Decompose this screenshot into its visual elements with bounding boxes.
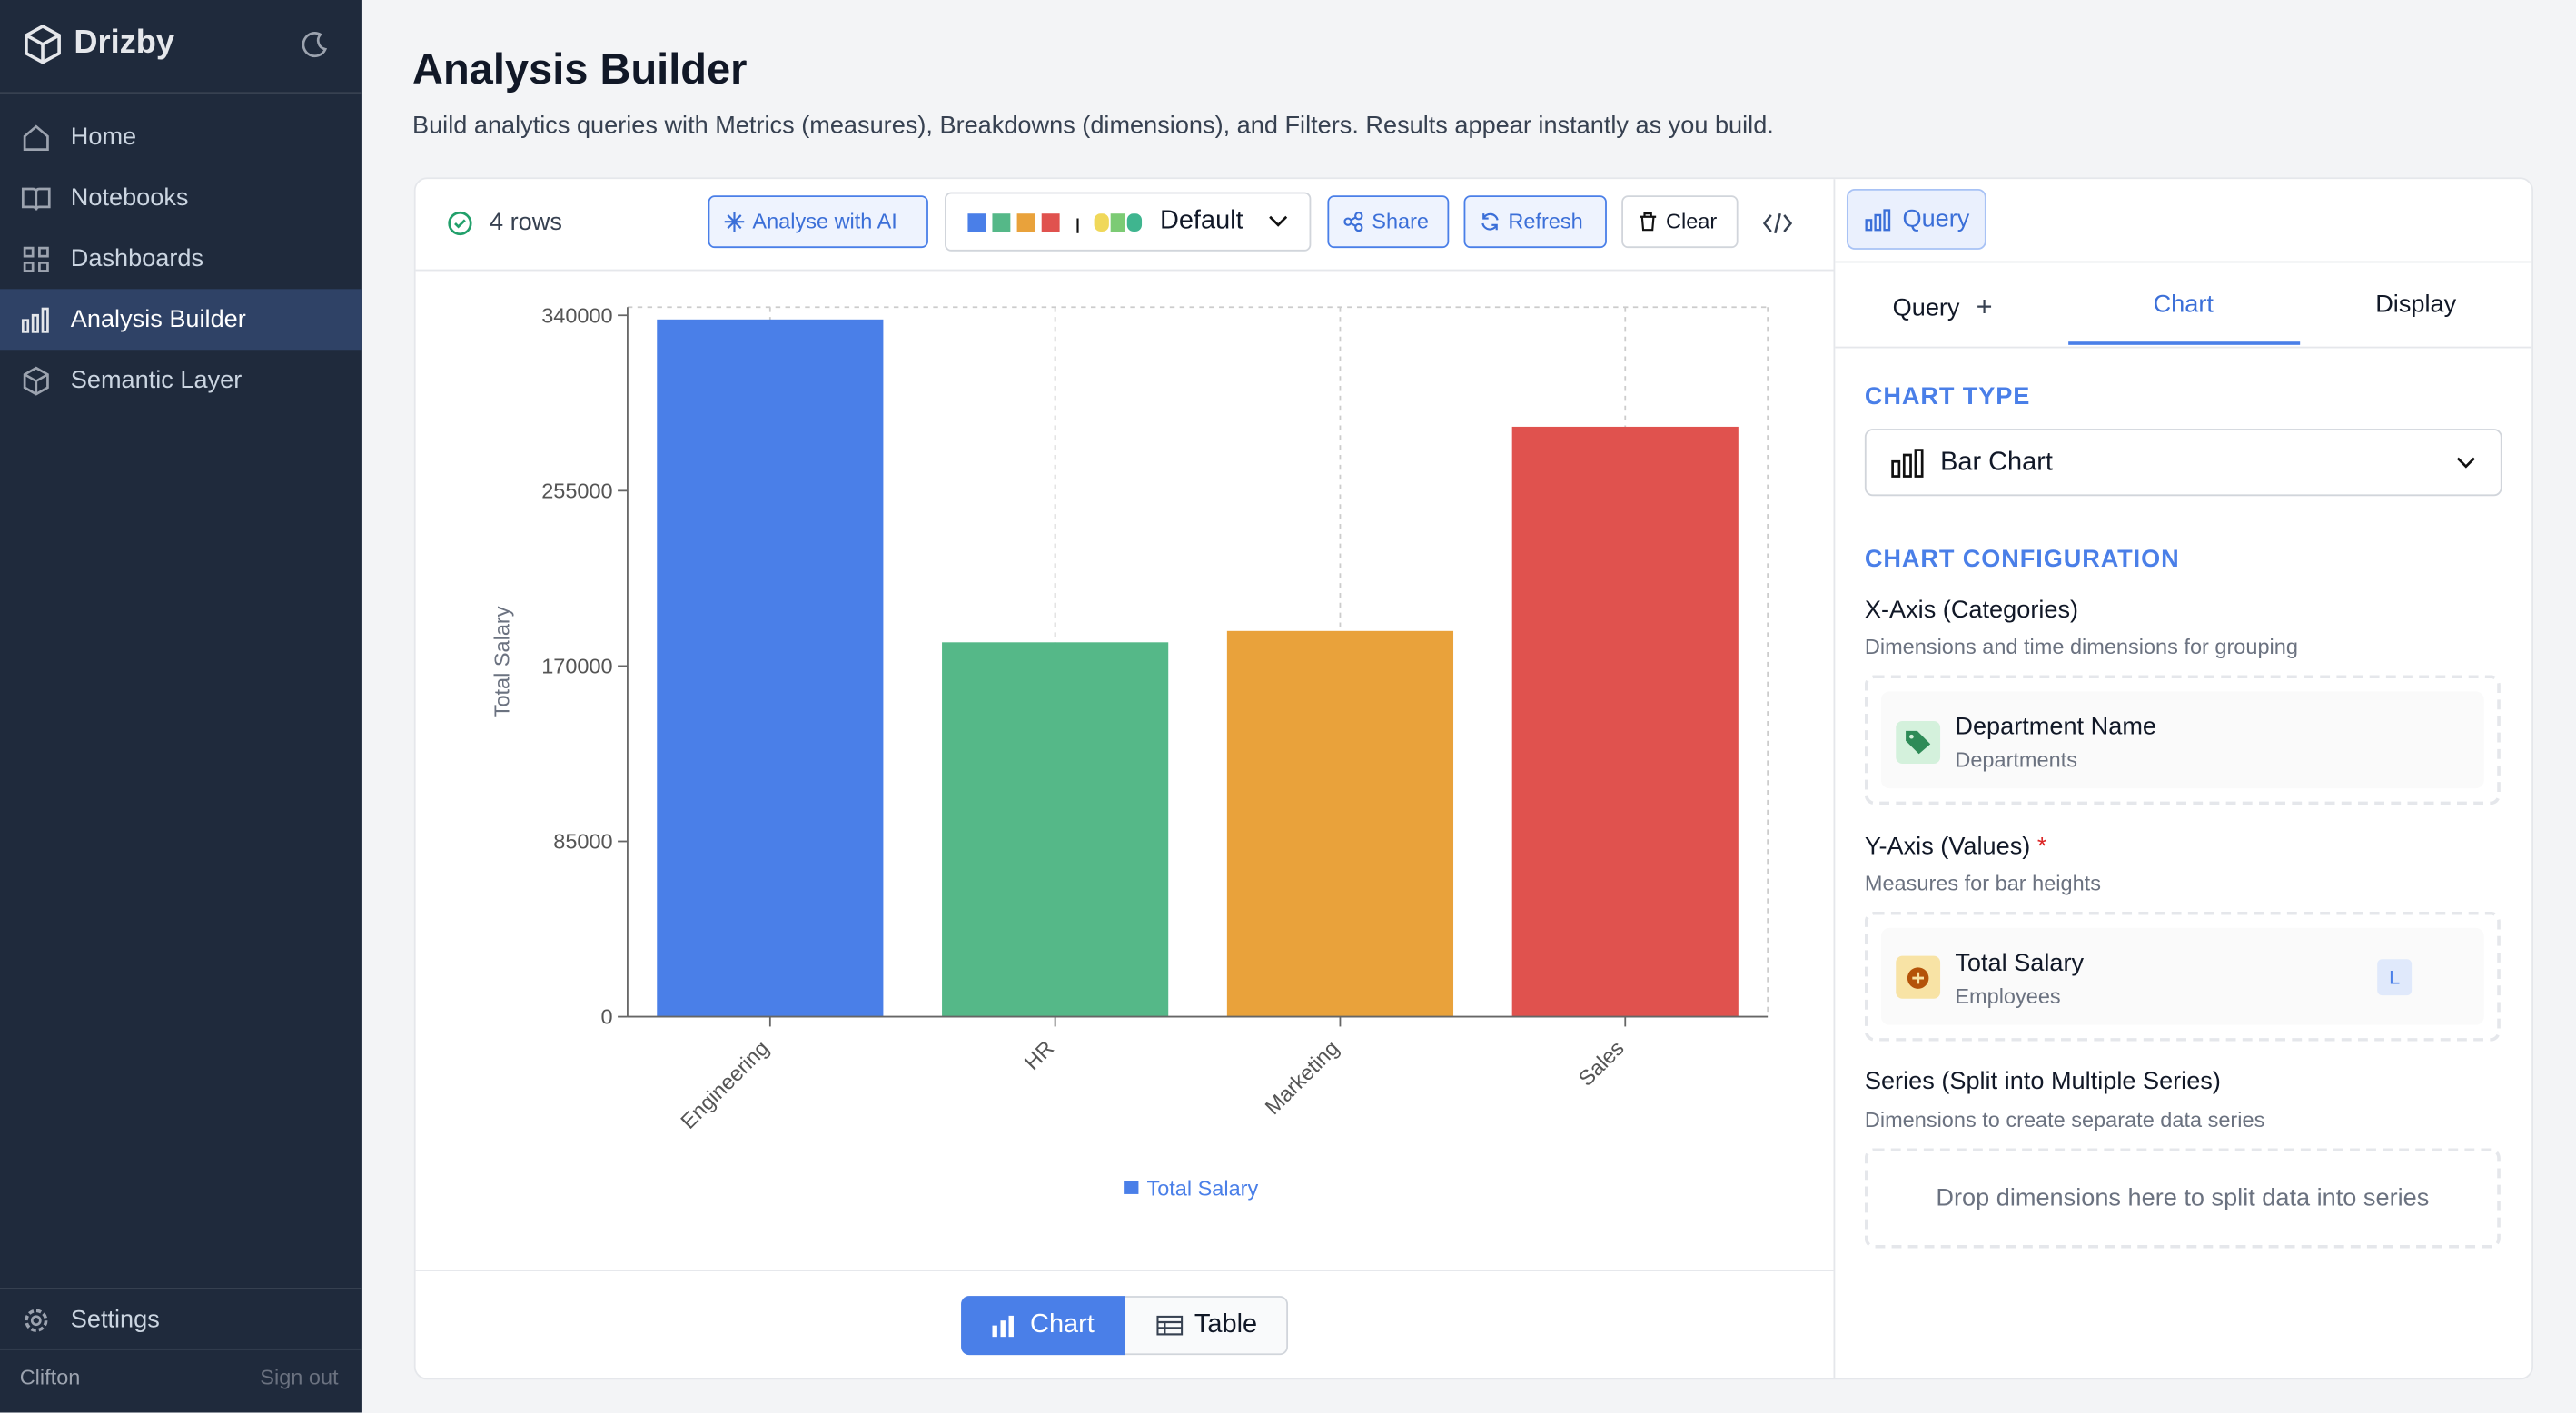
nav-item[interactable]: Dashboards xyxy=(0,228,362,289)
bar xyxy=(1511,426,1739,1017)
section-heading: CHART TYPE xyxy=(1864,382,2031,411)
nav-label: Analysis Builder xyxy=(70,305,246,334)
nav-label: Home xyxy=(70,123,137,152)
page-title: Analysis Builder xyxy=(411,44,748,94)
chart-view-button[interactable]: Chart xyxy=(961,1296,1125,1356)
table-view-button[interactable]: Table xyxy=(1127,1296,1288,1355)
required-mark: * xyxy=(2036,833,2047,861)
legend-swatch xyxy=(1124,1181,1139,1194)
tab-label: Query xyxy=(1902,205,1970,233)
status-icon xyxy=(448,211,472,236)
y-tick-label: 0 xyxy=(601,1005,613,1029)
row-count: 4 rows xyxy=(489,208,562,237)
field-hint: Measures for bar heights xyxy=(1864,870,2101,895)
theme-toggle[interactable] xyxy=(299,30,329,60)
settings[interactable]: Settings xyxy=(0,1289,362,1350)
button-label: Refresh xyxy=(1508,208,1583,233)
field-title: X-Axis (Categories) xyxy=(1864,596,2079,625)
palette-select[interactable]: Default xyxy=(945,192,1312,252)
page-subtitle: Build analytics queries with Metrics (me… xyxy=(411,111,1774,140)
sidebar: Drizby Home Notebooks Dashboards Analysi… xyxy=(0,0,362,1413)
brand: Drizby xyxy=(74,25,174,61)
x-tick-label: Engineering xyxy=(676,1036,773,1133)
nav-label: Semantic Layer xyxy=(70,366,243,395)
sign-out[interactable]: Sign out xyxy=(260,1365,339,1390)
field-icon xyxy=(1896,955,1941,999)
nav-item[interactable]: Notebooks xyxy=(0,167,362,228)
tab-label: Query xyxy=(1892,293,1960,322)
x-tick-label: Sales xyxy=(1574,1036,1629,1091)
panel-tab[interactable]: Display xyxy=(2375,291,2457,319)
button-label: Share xyxy=(1372,208,1430,233)
divider xyxy=(0,1348,362,1350)
divider xyxy=(0,1288,362,1289)
y-tick-label: 85000 xyxy=(553,830,612,854)
field-title: Y-Axis (Values) * xyxy=(1865,833,2047,861)
x-axis-drop[interactable] xyxy=(1864,675,2501,805)
bar xyxy=(1226,630,1454,1017)
bar xyxy=(657,319,884,1017)
divider xyxy=(415,1270,1834,1271)
field-chip[interactable] xyxy=(1880,691,2484,789)
select-value: Bar Chart xyxy=(1940,448,2053,477)
chart-type-select[interactable]: Bar Chart xyxy=(1864,429,2502,497)
panel-tab[interactable]: Query + xyxy=(1892,291,1993,322)
nav-item[interactable]: Home xyxy=(0,107,362,168)
axis-badge[interactable]: L xyxy=(2377,959,2413,996)
field-title: Series (Split into Multiple Series) xyxy=(1864,1067,2221,1096)
y-axis-drop[interactable] xyxy=(1864,911,2501,1042)
field-icon xyxy=(1896,721,1941,765)
x-tick-label: Marketing xyxy=(1261,1036,1343,1119)
nav-item[interactable]: Semantic Layer xyxy=(0,350,362,410)
series-drop[interactable]: Drop dimensions here to split data into … xyxy=(1864,1148,2501,1249)
x-tick-label: HR xyxy=(1020,1036,1058,1074)
query-tab[interactable]: Query xyxy=(1846,189,1986,250)
legend-label: Total Salary xyxy=(1146,1177,1258,1201)
y-tick-label: 170000 xyxy=(541,655,612,678)
field-source: Departments xyxy=(1955,746,2077,773)
nav-label: Notebooks xyxy=(70,183,189,212)
y-tick-label: 255000 xyxy=(541,479,612,502)
user-name: Clifton xyxy=(19,1365,81,1390)
field-name: Department Name xyxy=(1955,712,2157,741)
y-tick-label: 340000 xyxy=(541,303,612,327)
nav-item[interactable]: Analysis Builder xyxy=(0,289,362,351)
field-hint: Dimensions to create separate data serie… xyxy=(1864,1107,2265,1132)
button-label: Table xyxy=(1194,1310,1258,1339)
chart: Total Salary 0 85000 170000 255000 340000 Eng… xyxy=(490,303,1769,1201)
refresh-button[interactable]: Refresh xyxy=(1463,195,1607,249)
button-label: Clear xyxy=(1666,208,1718,233)
divider xyxy=(415,269,1834,272)
divider xyxy=(1835,261,2532,263)
logo xyxy=(25,24,61,64)
field-hint: Dimensions and time dimensions for group… xyxy=(1864,634,2298,659)
field-name: Total Salary xyxy=(1955,949,2085,978)
settings-label: Settings xyxy=(70,1305,160,1334)
field-source: Employees xyxy=(1955,983,2061,1009)
code-button[interactable] xyxy=(1762,211,1793,237)
divider xyxy=(0,92,362,94)
y-axis-title: Total Salary xyxy=(490,606,514,717)
section-heading: CHART CONFIGURATION xyxy=(1864,545,2180,574)
analyse-button[interactable]: Analyse with AI xyxy=(708,195,928,249)
share-button[interactable]: Share xyxy=(1327,195,1450,249)
nav-label: Dashboards xyxy=(70,244,204,273)
button-label: Default xyxy=(1159,206,1243,235)
field-title-text: Y-Axis (Values) xyxy=(1864,833,2031,861)
button-label: Analyse with AI xyxy=(752,208,897,233)
button-label: Chart xyxy=(1030,1310,1095,1339)
divider xyxy=(1835,346,2532,349)
active-tab-indicator xyxy=(2068,341,2301,345)
panel-tab[interactable]: Chart xyxy=(2153,291,2214,319)
clear-button[interactable]: Clear xyxy=(1621,195,1739,249)
divider xyxy=(1833,179,1836,1378)
bar xyxy=(942,642,1169,1017)
